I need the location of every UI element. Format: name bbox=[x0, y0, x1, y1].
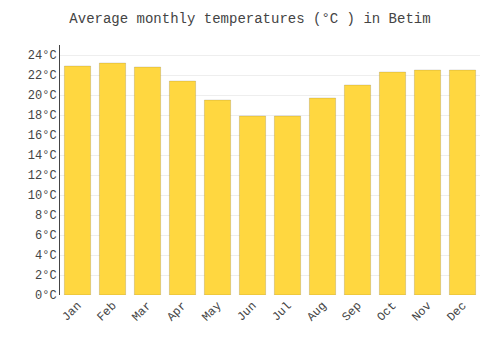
svg-text:Nov: Nov bbox=[409, 299, 434, 324]
svg-text:20°C: 20°C bbox=[28, 89, 57, 103]
svg-text:10°C: 10°C bbox=[28, 189, 57, 203]
svg-text:22°C: 22°C bbox=[28, 69, 57, 83]
svg-text:Dec: Dec bbox=[444, 299, 469, 324]
svg-text:6°C: 6°C bbox=[35, 229, 57, 243]
svg-text:May: May bbox=[199, 299, 224, 324]
svg-text:Jun: Jun bbox=[234, 299, 259, 324]
svg-text:0°C: 0°C bbox=[35, 289, 57, 303]
svg-text:Jul: Jul bbox=[269, 299, 294, 324]
svg-text:18°C: 18°C bbox=[28, 109, 57, 123]
svg-text:4°C: 4°C bbox=[35, 249, 57, 263]
svg-text:8°C: 8°C bbox=[35, 209, 57, 223]
svg-text:Mar: Mar bbox=[129, 299, 154, 324]
svg-text:Aug: Aug bbox=[304, 299, 329, 324]
svg-text:Feb: Feb bbox=[94, 299, 119, 324]
svg-text:Jan: Jan bbox=[59, 299, 84, 324]
svg-text:Sep: Sep bbox=[339, 299, 364, 324]
svg-text:24°C: 24°C bbox=[28, 49, 57, 63]
svg-text:Oct: Oct bbox=[374, 299, 399, 324]
svg-text:14°C: 14°C bbox=[28, 149, 57, 163]
svg-text:2°C: 2°C bbox=[35, 269, 57, 283]
svg-text:Apr: Apr bbox=[164, 299, 189, 324]
svg-text:Average monthly temperatures (: Average monthly temperatures (°C ) in Be… bbox=[69, 11, 430, 27]
svg-text:16°C: 16°C bbox=[28, 129, 57, 143]
svg-text:12°C: 12°C bbox=[28, 169, 57, 183]
